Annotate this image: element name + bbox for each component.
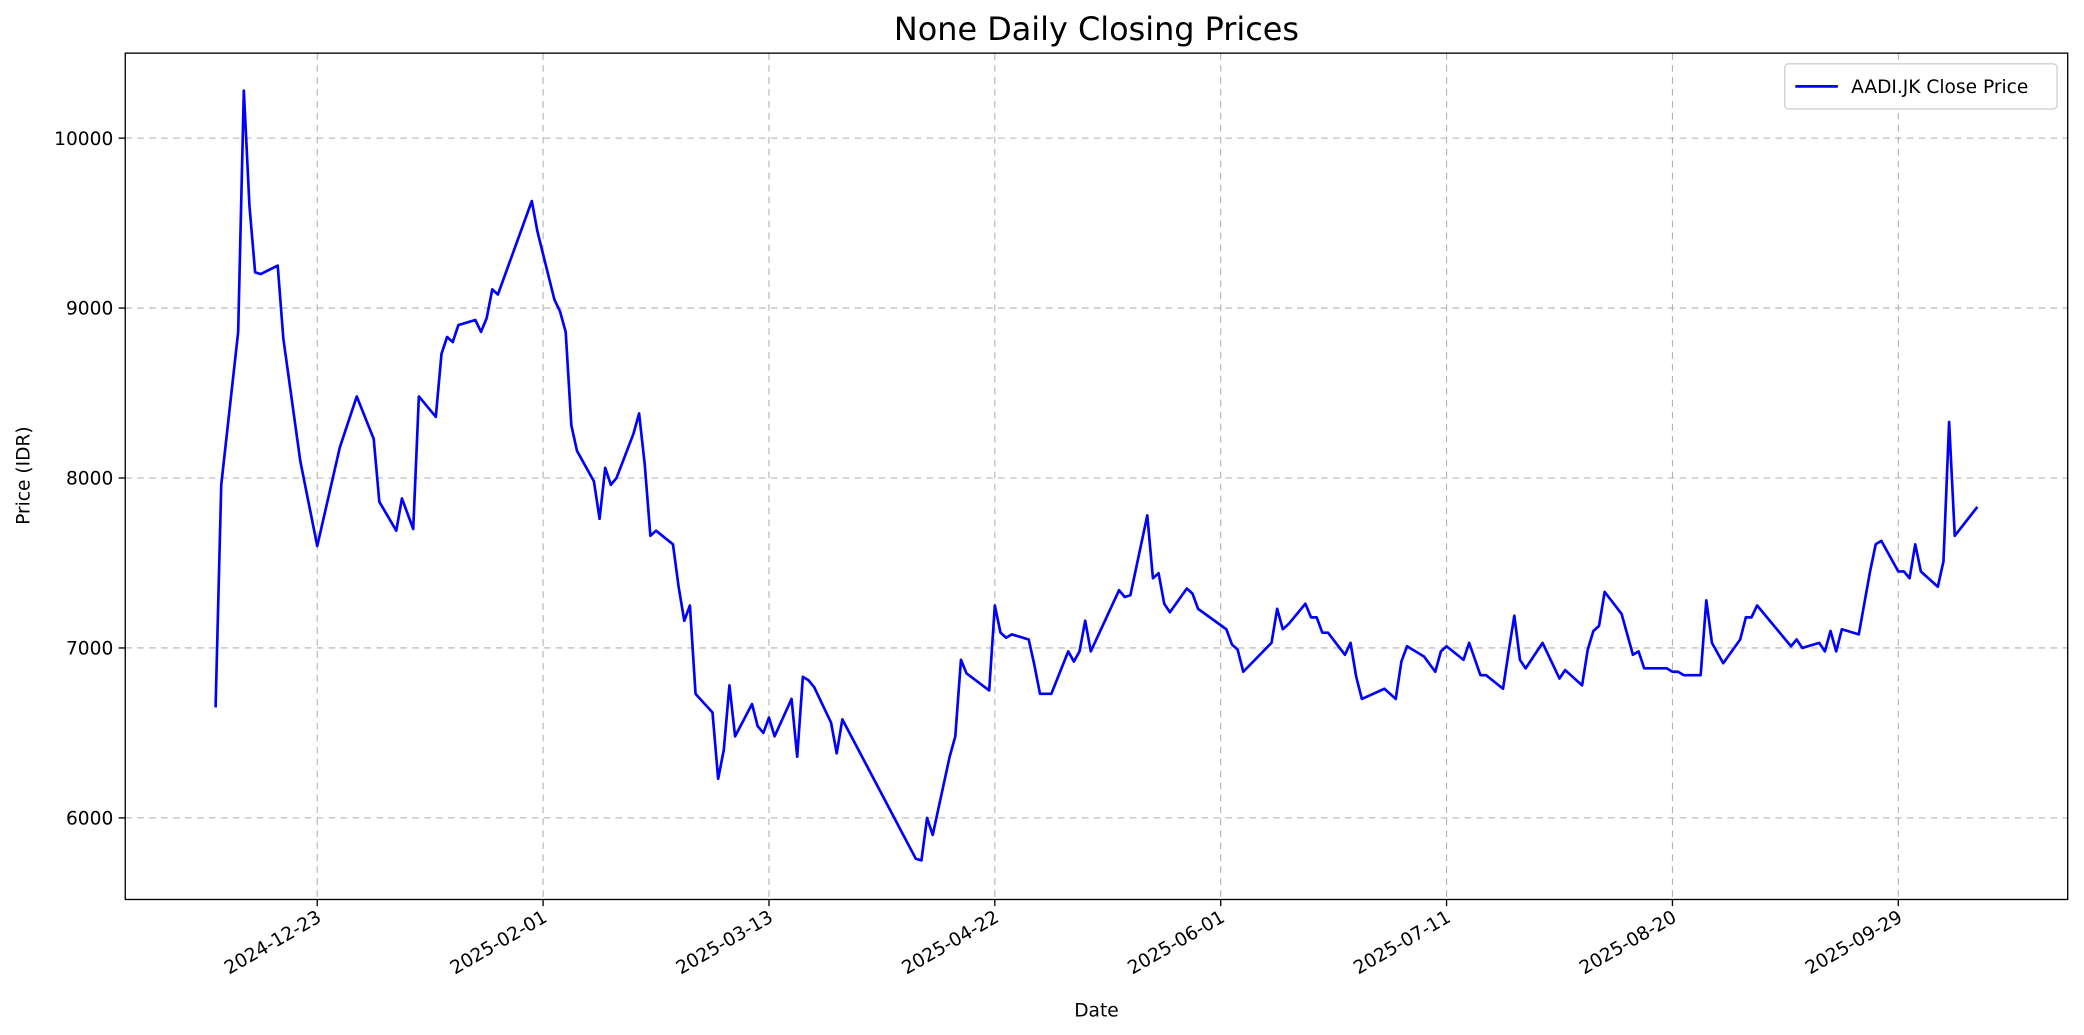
x-axis-label: Date bbox=[1074, 1000, 1118, 1021]
y-tick-label: 7000 bbox=[66, 639, 113, 660]
x-tick-label: 2025-08-20 bbox=[1576, 907, 1680, 979]
x-tick-label: 2025-02-01 bbox=[447, 907, 551, 979]
plot-frame bbox=[124, 52, 2069, 901]
y-axis-label: Price (IDR) bbox=[14, 426, 35, 525]
x-tick-label: 2024-12-23 bbox=[221, 907, 325, 979]
legend-box bbox=[1784, 63, 2058, 110]
y-tick-label: 9000 bbox=[66, 299, 113, 320]
x-tick-label: 2025-04-22 bbox=[899, 907, 1003, 979]
chart-title: None Daily Closing Prices bbox=[894, 10, 1299, 48]
x-tick-label: 2025-07-11 bbox=[1350, 907, 1454, 979]
legend: AADI.JK Close Price bbox=[1784, 63, 2058, 110]
legend-label: AADI.JK Close Price bbox=[1851, 77, 2028, 98]
x-tick-label: 2025-06-01 bbox=[1124, 907, 1228, 979]
x-tick-label: 2025-09-29 bbox=[1802, 907, 1906, 979]
price-line bbox=[214, 89, 1979, 862]
y-tick-label: 10000 bbox=[54, 129, 113, 150]
x-tick-label: 2025-03-13 bbox=[673, 907, 777, 979]
y-tick-label: 6000 bbox=[66, 809, 113, 830]
y-tick-label: 8000 bbox=[66, 469, 113, 490]
